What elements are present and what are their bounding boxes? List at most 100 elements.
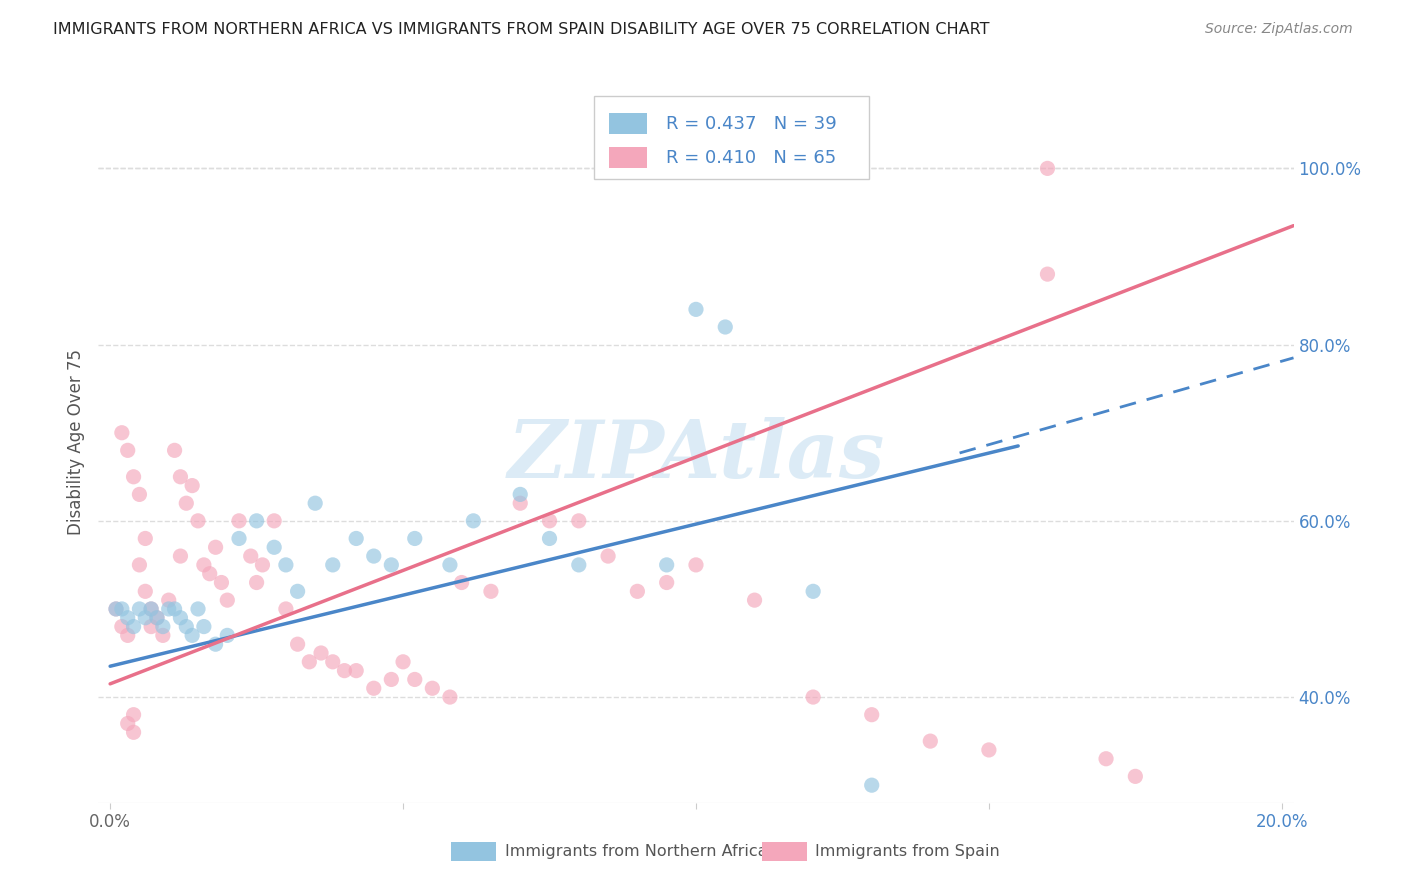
Point [439, 690, 461, 704]
Point [344, 532, 367, 546]
Point [174, 619, 197, 633]
Point [1036, 267, 1059, 281]
Point [152, 628, 174, 642]
Point [246, 514, 269, 528]
Point [134, 532, 156, 546]
Point [363, 549, 385, 563]
Point [298, 655, 321, 669]
Point [117, 628, 139, 642]
Point [105, 602, 128, 616]
Point [181, 478, 204, 492]
Point [146, 611, 169, 625]
Point [380, 558, 402, 572]
Point [479, 584, 502, 599]
Point [193, 619, 215, 633]
Point [626, 584, 648, 599]
Point [111, 619, 134, 633]
Point [246, 575, 269, 590]
Point [105, 602, 128, 616]
FancyBboxPatch shape [609, 147, 647, 169]
Point [1036, 161, 1059, 176]
Point [128, 487, 150, 501]
Point [163, 602, 186, 616]
Point [174, 496, 197, 510]
Text: Source: ZipAtlas.com: Source: ZipAtlas.com [1205, 22, 1353, 37]
Point [287, 637, 309, 651]
Text: R = 0.437   N = 39: R = 0.437 N = 39 [666, 115, 837, 133]
Point [322, 655, 344, 669]
Point [263, 541, 285, 555]
Point [187, 602, 209, 616]
Point [744, 593, 766, 607]
Point [1125, 769, 1147, 783]
Point [198, 566, 221, 581]
Point [169, 611, 191, 625]
Point [422, 681, 444, 696]
Point [111, 602, 134, 616]
Point [538, 514, 561, 528]
Point [392, 655, 415, 669]
Point [509, 496, 531, 510]
Point [187, 514, 209, 528]
Point [117, 443, 139, 458]
Point [217, 628, 239, 642]
Point [304, 496, 326, 510]
Point [169, 470, 191, 484]
Point [163, 443, 186, 458]
Point [333, 664, 356, 678]
Point [344, 664, 367, 678]
FancyBboxPatch shape [609, 112, 647, 135]
Point [509, 487, 531, 501]
Point [169, 549, 191, 563]
Point [122, 707, 145, 722]
Point [122, 725, 145, 739]
Point [568, 558, 591, 572]
Point [801, 584, 824, 599]
Text: Immigrants from Spain: Immigrants from Spain [815, 844, 1000, 859]
Point [860, 707, 883, 722]
Text: R = 0.410   N = 65: R = 0.410 N = 65 [666, 149, 837, 167]
Point [463, 514, 485, 528]
Point [117, 611, 139, 625]
Point [655, 575, 678, 590]
Point [128, 602, 150, 616]
Point [322, 558, 344, 572]
Point [111, 425, 134, 440]
Point [193, 558, 215, 572]
FancyBboxPatch shape [595, 96, 869, 179]
Point [363, 681, 385, 696]
Point [204, 637, 226, 651]
Point [146, 611, 169, 625]
Point [598, 549, 620, 563]
Text: IMMIGRANTS FROM NORTHERN AFRICA VS IMMIGRANTS FROM SPAIN DISABILITY AGE OVER 75 : IMMIGRANTS FROM NORTHERN AFRICA VS IMMIG… [53, 22, 990, 37]
Point [685, 302, 707, 317]
Point [122, 470, 145, 484]
Text: Immigrants from Northern Africa: Immigrants from Northern Africa [505, 844, 768, 859]
Point [204, 541, 226, 555]
Point [538, 532, 561, 546]
Point [117, 716, 139, 731]
Point [309, 646, 332, 660]
Point [134, 611, 156, 625]
FancyBboxPatch shape [451, 842, 496, 861]
Point [450, 575, 472, 590]
Point [404, 673, 426, 687]
Point [860, 778, 883, 792]
Point [920, 734, 942, 748]
Point [141, 602, 163, 616]
Point [217, 593, 239, 607]
Point [122, 619, 145, 633]
Point [274, 558, 297, 572]
Point [157, 593, 180, 607]
Point [239, 549, 262, 563]
Point [274, 602, 297, 616]
Point [141, 619, 163, 633]
Point [1095, 752, 1118, 766]
Point [134, 584, 156, 599]
Point [380, 673, 402, 687]
Point [655, 558, 678, 572]
Point [228, 532, 250, 546]
Point [287, 584, 309, 599]
Point [141, 602, 163, 616]
Point [568, 514, 591, 528]
